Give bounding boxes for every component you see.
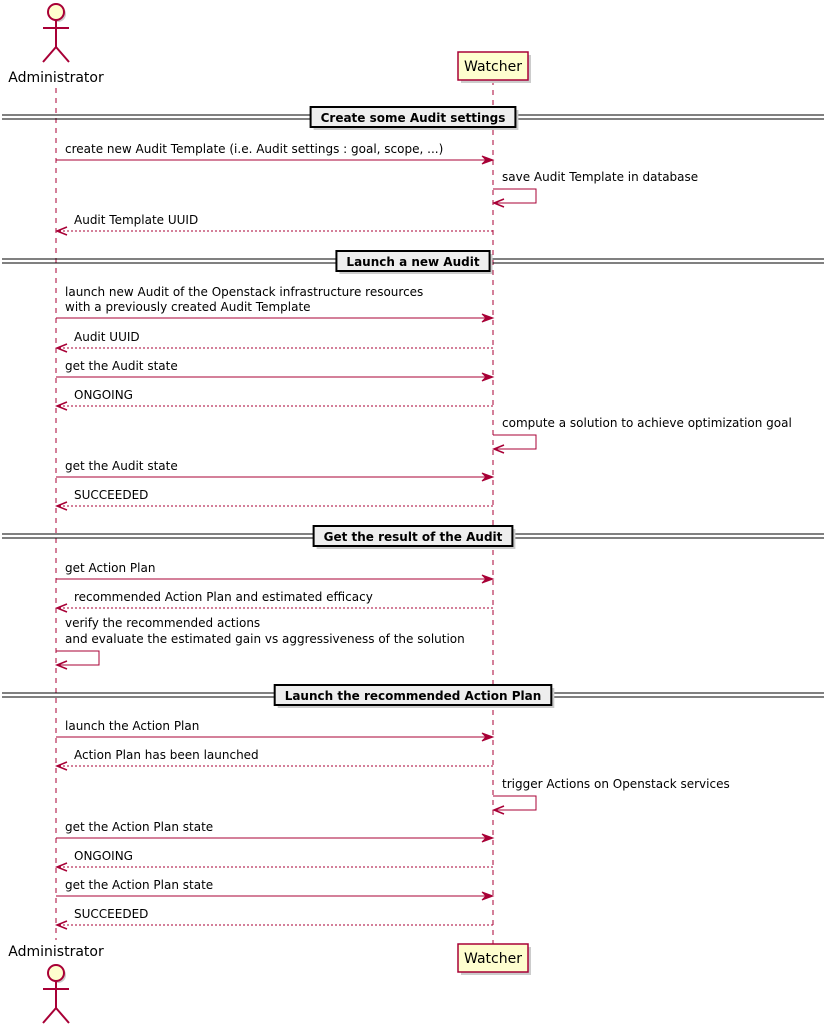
message-return: SUCCEEDED — [54, 488, 493, 511]
message-sync: launch the Action Plan — [56, 719, 495, 742]
arrow-head-icon — [54, 761, 68, 771]
message-sync: create new Audit Template (i.e. Audit se… — [56, 142, 495, 165]
arrow-head-icon — [54, 920, 68, 930]
message-label: trigger Actions on Openstack services — [502, 777, 730, 791]
arrow-head-icon — [491, 198, 505, 208]
arrow-head-icon — [54, 603, 68, 613]
message-label: Audit UUID — [74, 330, 140, 344]
arrow-head-icon — [54, 343, 68, 353]
arrow-head-icon — [481, 313, 495, 323]
message-label: Audit Template UUID — [74, 213, 198, 227]
message-label: SUCCEEDED — [74, 907, 148, 921]
message-label: ONGOING — [74, 388, 133, 402]
message-label: launch new Audit of the Openstack infras… — [65, 285, 423, 299]
message-self: compute a solution to achieve optimizati… — [491, 416, 792, 454]
message-return: Action Plan has been launched — [54, 748, 493, 771]
message-sync: get the Audit state — [56, 359, 495, 382]
divider-box — [312, 525, 514, 547]
arrow-head-icon — [481, 372, 495, 382]
message-return: SUCCEEDED — [54, 907, 493, 930]
arrow-head-icon — [54, 401, 68, 411]
participant-label: Watcher — [464, 951, 522, 967]
arrow-head-icon — [54, 660, 68, 670]
divider: Get the result of the Audit — [2, 525, 824, 549]
arrow-head-icon — [54, 862, 68, 872]
self-arrow-line — [493, 795, 537, 811]
arrow-head-icon — [481, 472, 495, 482]
participant-watcher-top: Watcher — [457, 51, 531, 83]
actor-administrator-top: Administrator — [8, 3, 104, 86]
message-return: ONGOING — [54, 388, 493, 411]
participant-box — [457, 51, 529, 81]
divider-label: Get the result of the Audit — [324, 530, 503, 544]
divider-label: Launch a new Audit — [346, 255, 479, 269]
message-label: get the Action Plan state — [65, 820, 213, 834]
message-self: verify the recommended actions and evalua… — [54, 616, 465, 670]
arrow-head-icon — [54, 501, 68, 511]
message-label: get the Action Plan state — [65, 878, 213, 892]
arrow-head-icon — [481, 574, 495, 584]
message-label: and evaluate the estimated gain vs aggre… — [65, 632, 465, 646]
self-arrow-line — [493, 188, 537, 204]
message-return: Audit Template UUID — [54, 213, 493, 236]
message-sync: launch new Audit of the Openstack infras… — [56, 285, 495, 323]
actor-label: Administrator — [8, 944, 104, 960]
participant-label: Watcher — [464, 59, 522, 75]
actor-body-icon — [42, 981, 70, 1024]
message-sync: get the Audit state — [56, 459, 495, 482]
arrow-head-icon — [481, 891, 495, 901]
arrow-head-icon — [491, 444, 505, 454]
message-return: ONGOING — [54, 849, 493, 872]
actor-label: Administrator — [8, 70, 104, 86]
message-label: recommended Action Plan and estimated ef… — [74, 590, 373, 604]
divider-box — [309, 106, 517, 128]
message-label: get the Audit state — [65, 359, 178, 373]
actor-administrator-bottom: Administrator — [8, 944, 104, 1024]
actor-body-icon — [42, 20, 70, 63]
participant-watcher-bottom: Watcher — [457, 943, 531, 975]
self-arrow-line — [56, 650, 100, 666]
message-return: recommended Action Plan and estimated ef… — [54, 590, 493, 613]
divider: Launch a new Audit — [2, 250, 824, 274]
participant-box — [457, 943, 529, 973]
message-sync: get the Action Plan state — [56, 878, 495, 901]
arrow-head-icon — [481, 833, 495, 843]
message-label: create new Audit Template (i.e. Audit se… — [65, 142, 443, 156]
actor-head-icon — [47, 964, 65, 982]
message-label: SUCCEEDED — [74, 488, 148, 502]
divider-box — [273, 684, 553, 706]
actor-head-icon — [47, 3, 65, 21]
message-return: Audit UUID — [54, 330, 493, 353]
message-sync: get the Action Plan state — [56, 820, 495, 843]
message-label: ONGOING — [74, 849, 133, 863]
message-label: save Audit Template in database — [502, 170, 698, 184]
divider-label: Create some Audit settings — [321, 111, 506, 125]
arrow-head-icon — [481, 155, 495, 165]
arrow-head-icon — [54, 226, 68, 236]
divider: Create some Audit settings — [2, 106, 824, 130]
message-label: get Action Plan — [65, 561, 155, 575]
message-label: compute a solution to achieve optimizati… — [502, 416, 792, 430]
arrow-head-icon — [481, 732, 495, 742]
message-self: trigger Actions on Openstack services — [491, 777, 730, 815]
message-sync: get Action Plan — [56, 561, 495, 584]
message-label: with a previously created Audit Template — [65, 300, 311, 314]
message-label: Action Plan has been launched — [74, 748, 259, 762]
message-label: verify the recommended actions — [65, 616, 260, 630]
message-label: launch the Action Plan — [65, 719, 199, 733]
arrow-head-icon — [491, 805, 505, 815]
divider: Launch the recommended Action Plan — [2, 684, 824, 708]
message-self: save Audit Template in database — [491, 170, 698, 208]
message-label: get the Audit state — [65, 459, 178, 473]
divider-box — [335, 250, 491, 272]
self-arrow-line — [493, 434, 537, 450]
divider-label: Launch the recommended Action Plan — [285, 689, 542, 703]
